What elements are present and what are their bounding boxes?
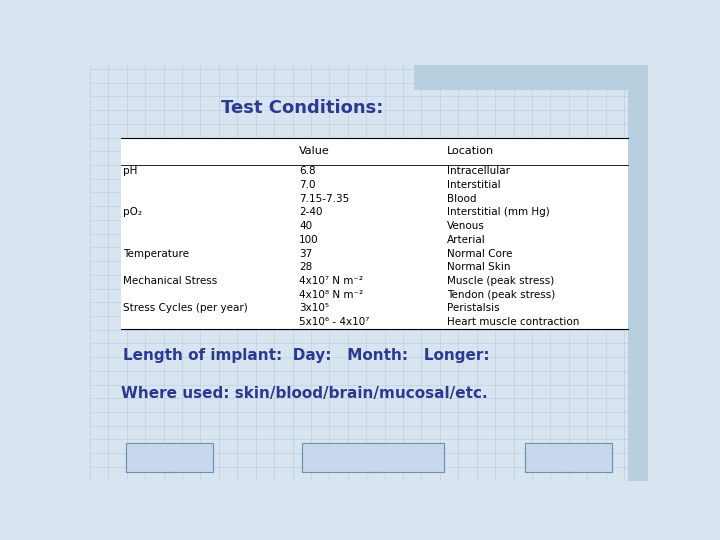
Text: pH: pH bbox=[124, 166, 138, 177]
Text: 3x10⁵: 3x10⁵ bbox=[300, 303, 329, 313]
Text: Interstitial: Interstitial bbox=[447, 180, 500, 190]
Text: Test Conditions:: Test Conditions: bbox=[221, 99, 383, 118]
Text: Interstitial (mm Hg): Interstitial (mm Hg) bbox=[447, 207, 550, 218]
Text: Length of implant:  Day:   Month:   Longer:: Length of implant: Day: Month: Longer: bbox=[124, 348, 490, 363]
Text: Heart muscle contraction: Heart muscle contraction bbox=[447, 317, 580, 327]
Text: Location: Location bbox=[447, 146, 494, 156]
Text: Blood: Blood bbox=[447, 194, 477, 204]
Text: 7.15-7.35: 7.15-7.35 bbox=[300, 194, 349, 204]
Text: pO₂: pO₂ bbox=[124, 207, 143, 218]
Text: 5x10⁶ - 4x10⁷: 5x10⁶ - 4x10⁷ bbox=[300, 317, 369, 327]
FancyBboxPatch shape bbox=[526, 443, 612, 472]
Text: Temperature: Temperature bbox=[124, 248, 189, 259]
Text: Mechanical Stress: Mechanical Stress bbox=[124, 276, 217, 286]
Text: Muscle (peak stress): Muscle (peak stress) bbox=[447, 276, 554, 286]
Text: Normal Core: Normal Core bbox=[447, 248, 513, 259]
Text: Normal Skin: Normal Skin bbox=[447, 262, 510, 272]
FancyBboxPatch shape bbox=[302, 443, 444, 472]
Text: 6.8: 6.8 bbox=[300, 166, 316, 177]
Text: Intracellular: Intracellular bbox=[447, 166, 510, 177]
FancyBboxPatch shape bbox=[126, 443, 213, 472]
FancyBboxPatch shape bbox=[629, 65, 648, 481]
Text: Peristalsis: Peristalsis bbox=[447, 303, 500, 313]
FancyBboxPatch shape bbox=[121, 138, 629, 329]
Text: 40: 40 bbox=[300, 221, 312, 231]
Text: Value: Value bbox=[300, 146, 330, 156]
Text: 4x10⁷ N m⁻²: 4x10⁷ N m⁻² bbox=[300, 276, 364, 286]
Text: Stress Cycles (per year): Stress Cycles (per year) bbox=[124, 303, 248, 313]
Text: 37: 37 bbox=[300, 248, 312, 259]
FancyBboxPatch shape bbox=[413, 65, 648, 90]
Text: 4x10⁸ N m⁻²: 4x10⁸ N m⁻² bbox=[300, 289, 364, 300]
Text: Tendon (peak stress): Tendon (peak stress) bbox=[447, 289, 555, 300]
Text: Where used: skin/blood/brain/mucosal/etc.: Where used: skin/blood/brain/mucosal/etc… bbox=[121, 386, 487, 401]
Text: 2-40: 2-40 bbox=[300, 207, 323, 218]
Text: 100: 100 bbox=[300, 235, 319, 245]
Text: Arterial: Arterial bbox=[447, 235, 486, 245]
Text: Venous: Venous bbox=[447, 221, 485, 231]
Text: 28: 28 bbox=[300, 262, 312, 272]
Text: 7.0: 7.0 bbox=[300, 180, 316, 190]
